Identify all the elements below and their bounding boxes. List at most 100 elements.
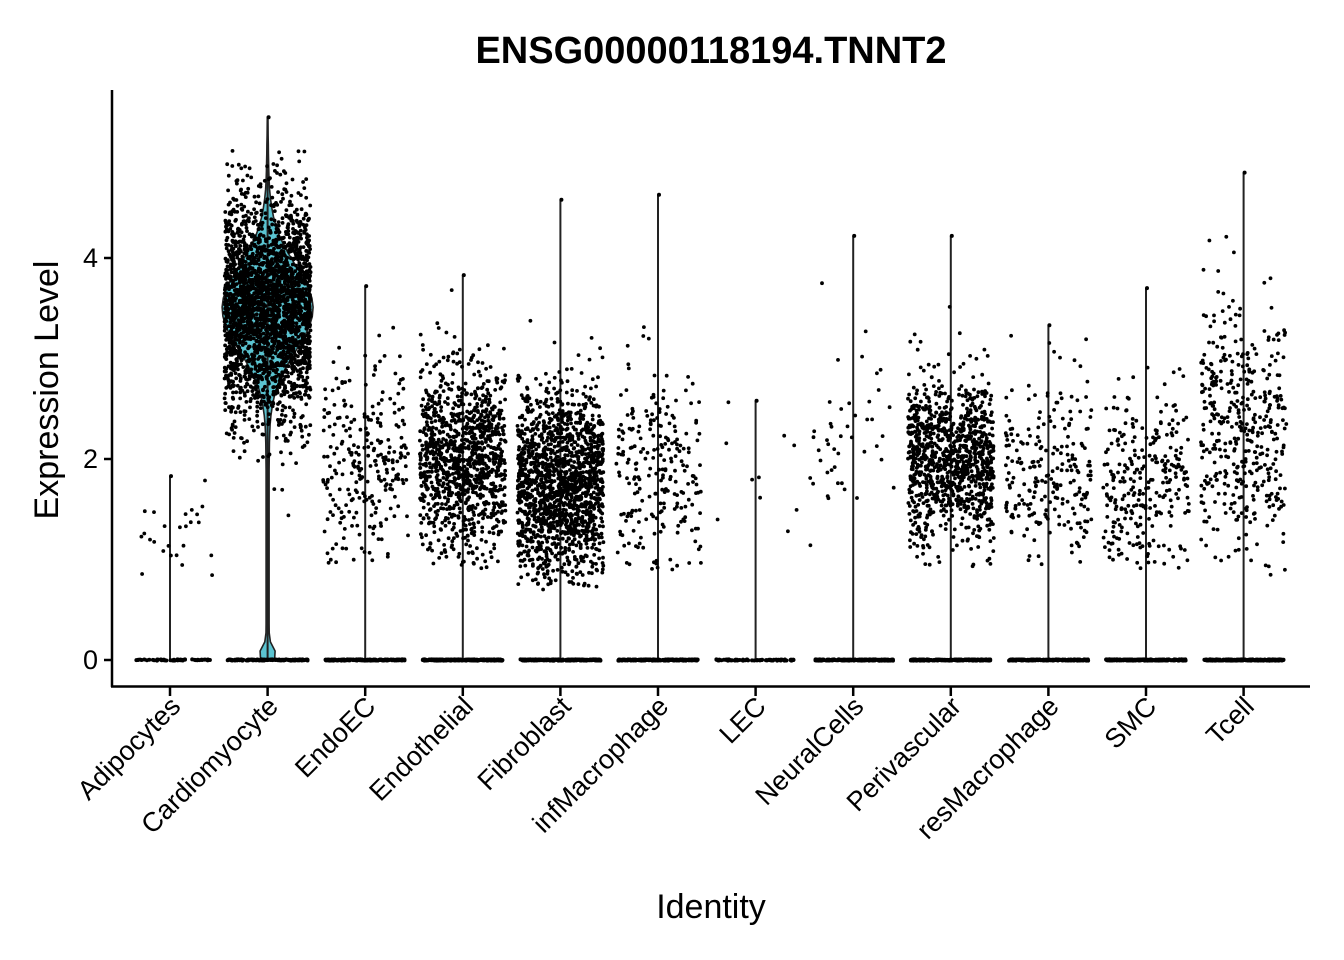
data-point bbox=[241, 178, 245, 183]
data-point bbox=[469, 527, 474, 532]
data-point bbox=[335, 416, 340, 420]
data-point bbox=[261, 432, 266, 437]
data-point bbox=[425, 487, 429, 492]
data-point bbox=[460, 386, 465, 391]
data-point bbox=[259, 375, 264, 380]
data-point bbox=[397, 381, 402, 386]
data-point bbox=[276, 223, 281, 228]
data-point bbox=[223, 401, 228, 405]
data-point bbox=[162, 524, 167, 528]
data-point bbox=[336, 506, 341, 511]
data-point bbox=[278, 172, 283, 177]
data-point bbox=[479, 403, 484, 408]
data-point bbox=[233, 315, 238, 320]
data-point bbox=[502, 477, 507, 481]
data-point bbox=[232, 346, 237, 351]
data-point bbox=[493, 511, 498, 516]
data-point bbox=[492, 454, 497, 458]
violin-group bbox=[418, 273, 508, 663]
data-point bbox=[307, 299, 312, 304]
data-point bbox=[342, 458, 346, 462]
data-point bbox=[347, 492, 352, 497]
data-point bbox=[234, 244, 238, 249]
data-point bbox=[419, 521, 424, 525]
data-point bbox=[299, 340, 304, 344]
data-point bbox=[269, 185, 274, 189]
data-point bbox=[264, 278, 269, 283]
data-point bbox=[420, 343, 425, 347]
data-point bbox=[491, 531, 496, 536]
data-point bbox=[450, 414, 455, 419]
data-point bbox=[266, 657, 271, 662]
data-point bbox=[269, 203, 273, 208]
data-point bbox=[285, 213, 289, 218]
data-point bbox=[242, 251, 247, 256]
data-point bbox=[230, 164, 235, 168]
data-point bbox=[303, 304, 308, 309]
data-point bbox=[244, 400, 249, 404]
data-point bbox=[449, 658, 454, 663]
data-point bbox=[264, 327, 268, 332]
data-point bbox=[279, 156, 284, 161]
data-point bbox=[441, 430, 446, 434]
data-point bbox=[235, 271, 239, 276]
data-point bbox=[471, 521, 476, 526]
data-point bbox=[296, 283, 301, 288]
data-point bbox=[379, 398, 384, 402]
data-point bbox=[492, 487, 497, 492]
data-point bbox=[272, 316, 276, 320]
data-point bbox=[330, 546, 335, 551]
data-point bbox=[392, 450, 397, 454]
data-point bbox=[370, 499, 375, 504]
data-point bbox=[242, 409, 247, 414]
violin-group bbox=[221, 115, 314, 663]
data-point bbox=[460, 364, 464, 369]
data-point bbox=[392, 514, 397, 519]
data-point bbox=[421, 462, 426, 467]
data-point bbox=[338, 657, 343, 662]
data-point bbox=[241, 324, 246, 329]
data-point bbox=[452, 536, 456, 540]
data-point bbox=[289, 330, 294, 335]
data-point bbox=[334, 376, 339, 381]
data-point bbox=[429, 480, 434, 485]
data-point bbox=[432, 413, 437, 418]
data-point bbox=[433, 444, 438, 449]
data-point bbox=[296, 335, 301, 339]
data-point bbox=[257, 233, 262, 238]
data-point bbox=[465, 488, 469, 493]
data-point bbox=[239, 285, 244, 290]
data-point bbox=[438, 393, 442, 398]
data-point bbox=[280, 221, 285, 225]
data-point bbox=[352, 417, 357, 422]
data-point bbox=[245, 366, 250, 371]
data-point bbox=[418, 438, 422, 443]
data-point bbox=[295, 212, 300, 217]
data-point bbox=[428, 370, 432, 375]
data-point bbox=[434, 426, 439, 431]
data-point bbox=[469, 392, 474, 397]
data-point bbox=[307, 274, 311, 278]
data-point bbox=[297, 350, 302, 355]
data-point bbox=[446, 354, 451, 359]
data-point bbox=[477, 473, 482, 477]
data-point bbox=[246, 657, 251, 662]
data-point bbox=[490, 407, 495, 412]
data-point bbox=[364, 438, 369, 443]
data-point bbox=[254, 312, 259, 317]
data-point bbox=[246, 308, 251, 313]
data-point bbox=[359, 467, 364, 471]
data-point bbox=[484, 501, 489, 505]
data-point bbox=[452, 522, 456, 526]
data-point bbox=[471, 447, 476, 452]
data-point bbox=[297, 279, 302, 283]
data-point bbox=[249, 234, 254, 239]
data-point bbox=[331, 433, 336, 437]
data-point bbox=[434, 475, 439, 480]
data-point bbox=[284, 364, 289, 368]
data-point bbox=[454, 500, 459, 505]
data-point bbox=[308, 310, 312, 315]
data-point bbox=[325, 551, 330, 556]
data-point bbox=[424, 443, 429, 447]
data-point bbox=[263, 350, 268, 354]
